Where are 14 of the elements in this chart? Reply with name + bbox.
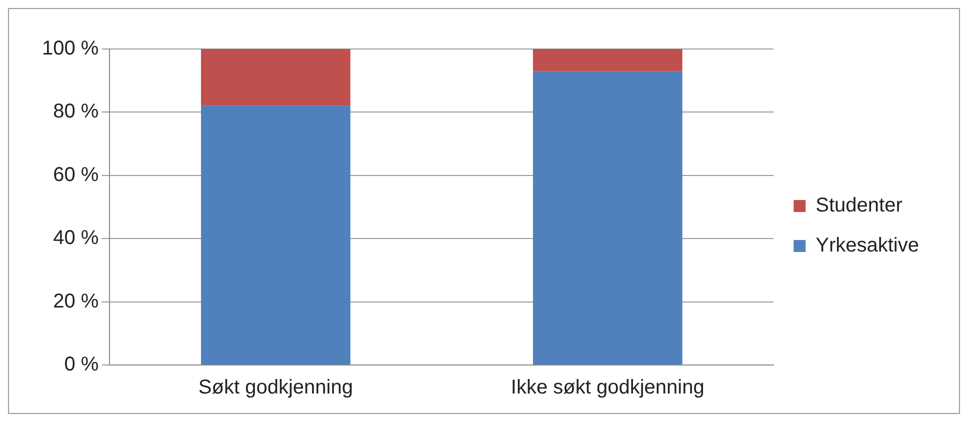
y-tick-label: 0 % — [64, 354, 99, 376]
y-tick-label: 20 % — [53, 290, 99, 312]
legend-label: Yrkesaktive — [816, 234, 920, 257]
x-tick-label: Ikke søkt godkjenning — [510, 376, 704, 399]
x-tick-label: Søkt godkjenning — [198, 376, 353, 399]
y-tick-label: 100 % — [42, 38, 99, 60]
bar — [532, 49, 682, 72]
y-tick-label: 80 % — [53, 100, 99, 123]
y-tick-label: 40 % — [53, 227, 99, 250]
bar — [532, 71, 682, 364]
legend-label: Studenter — [816, 194, 903, 217]
y-tick-label: 60 % — [53, 164, 99, 186]
bar — [201, 49, 350, 106]
bar — [201, 106, 350, 364]
